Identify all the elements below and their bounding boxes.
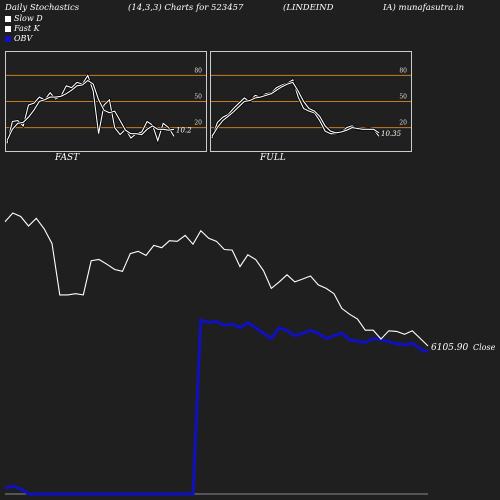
slow-d-outline xyxy=(5,78,175,142)
legend-swatch xyxy=(5,35,11,42)
legend-swatch xyxy=(5,15,11,22)
symbol-part1: (LINDEIND xyxy=(283,3,334,13)
legend-swatch xyxy=(5,25,11,32)
level-label-20: 20 xyxy=(399,120,407,127)
level-label-20: 20 xyxy=(194,120,202,127)
close-price-line xyxy=(4,212,429,347)
full-stochastic-chart: 80 50 20 10.35 xyxy=(210,67,411,139)
full-panel-label: FULL xyxy=(260,153,286,163)
symbol-part2: IA) munafasutra.in xyxy=(383,3,465,13)
obv-line xyxy=(4,317,429,496)
legend-item-obv: OBV xyxy=(5,34,32,43)
slow-d-line xyxy=(6,79,175,141)
last-value-label: 10.35 xyxy=(381,130,402,138)
fast-panel-label: FAST xyxy=(55,153,80,163)
legend-label: Slow D xyxy=(14,14,43,23)
chart-params: (14,3,3) Charts for 523457 xyxy=(128,3,244,13)
legend-label: Fast K xyxy=(14,24,40,33)
legend-item-slow-d: Slow D xyxy=(5,14,43,23)
fast-k-outline xyxy=(5,72,176,145)
level-label-80: 80 xyxy=(399,67,407,74)
legend-label: OBV xyxy=(14,34,33,43)
close-value-label: 6105.90 xyxy=(431,343,468,353)
level-label-80: 80 xyxy=(194,67,202,74)
level-label-50: 50 xyxy=(194,94,202,101)
legend-item-fast-k: Fast K xyxy=(5,24,40,33)
fast-stochastic-panel: 80 50 20 10.2 xyxy=(5,51,207,152)
level-label-50: 50 xyxy=(399,94,407,101)
chart-title: Daily Stochastics xyxy=(5,3,80,13)
close-suffix-label: Close xyxy=(473,343,496,352)
slow-d-line xyxy=(211,81,380,137)
last-value-label: 10.2 xyxy=(176,126,192,134)
full-stochastic-panel: 80 50 20 10.35 xyxy=(210,51,412,152)
